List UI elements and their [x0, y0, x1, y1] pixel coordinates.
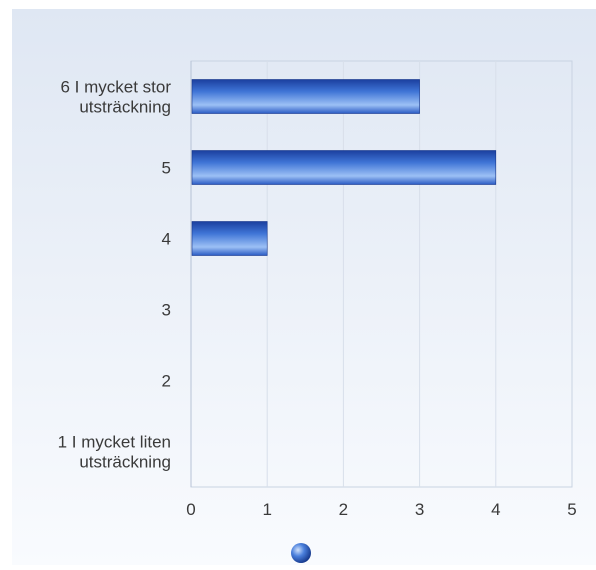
y-category-label-4: 3 [162, 301, 171, 320]
category-label-line: utsträckning [79, 453, 171, 472]
x-tick-label-1: 1 [262, 500, 271, 519]
category-label-line: 4 [162, 230, 171, 249]
category-label-line: 5 [162, 159, 171, 178]
y-category-label-5: 2 [162, 372, 171, 391]
x-tick-label-0: 0 [186, 500, 195, 519]
bar-5 [191, 150, 497, 185]
legend-marker [291, 543, 311, 563]
category-label-line: 2 [162, 372, 171, 391]
category-label-line: 3 [162, 301, 171, 320]
y-category-label-2: 5 [162, 159, 171, 178]
y-category-label-1: 6 I mycket stor utsträckning [60, 78, 171, 117]
x-tick-label-3: 3 [415, 500, 424, 519]
category-label-line: utsträckning [79, 98, 171, 117]
category-label-line: 6 I mycket stor [60, 78, 171, 97]
bar-6 I mycket stor utsträckning [191, 79, 420, 114]
bar-4 [191, 221, 268, 256]
y-category-label-6: 1 I mycket liten utsträckning [58, 433, 171, 472]
y-category-label-3: 4 [162, 230, 171, 249]
x-tick-label-2: 2 [339, 500, 348, 519]
category-label-line: 1 I mycket liten [58, 433, 171, 452]
x-tick-label-5: 5 [567, 500, 576, 519]
x-tick-label-4: 4 [491, 500, 500, 519]
